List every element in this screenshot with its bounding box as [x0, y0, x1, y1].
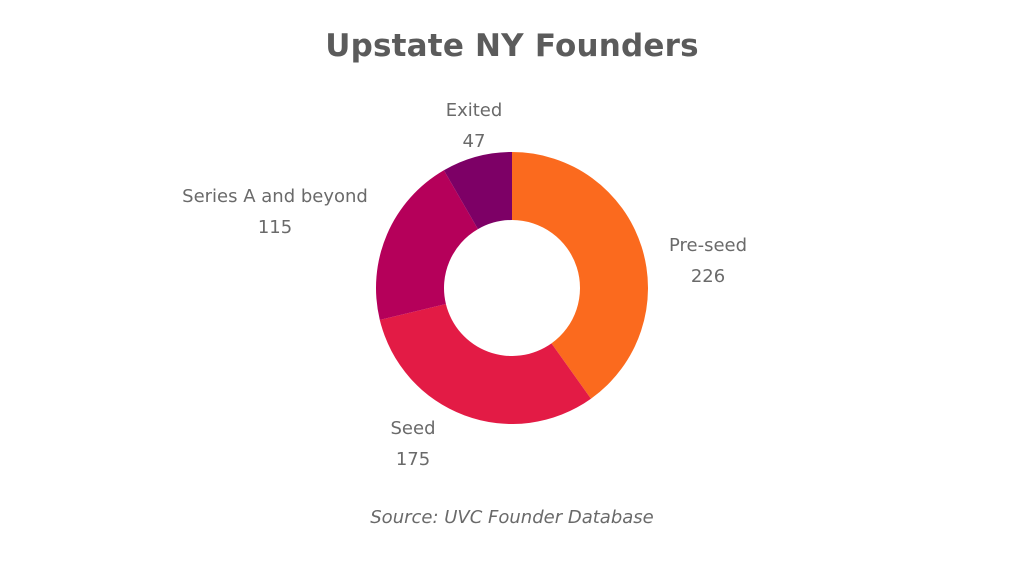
chart-source: Source: UVC Founder Database: [370, 507, 654, 528]
slice-name-pre-seed: Pre-seed: [668, 235, 748, 256]
slice-label-seed: Seed 175: [348, 413, 478, 475]
slice-seed: [379, 303, 591, 424]
slice-label-exited: Exited 47: [414, 95, 534, 157]
slice-name-seed: Seed: [390, 418, 436, 439]
slice-label-series-a: Series A and beyond 115: [155, 181, 395, 243]
slice-series-a-and-beyond: [376, 170, 478, 320]
slice-value-seed: 175: [395, 449, 431, 470]
slice-pre-seed: [512, 152, 648, 399]
slice-exited: [443, 152, 512, 230]
slice-label-pre-seed: Pre-seed 226: [628, 230, 788, 292]
slice-value-exited: 47: [462, 131, 486, 152]
slice-name-series-a: Series A and beyond: [182, 186, 368, 207]
chart-title: Upstate NY Founders: [325, 28, 699, 64]
slice-name-exited: Exited: [445, 100, 503, 121]
slice-value-pre-seed: 226: [690, 266, 726, 287]
slice-value-series-a: 115: [257, 217, 293, 238]
